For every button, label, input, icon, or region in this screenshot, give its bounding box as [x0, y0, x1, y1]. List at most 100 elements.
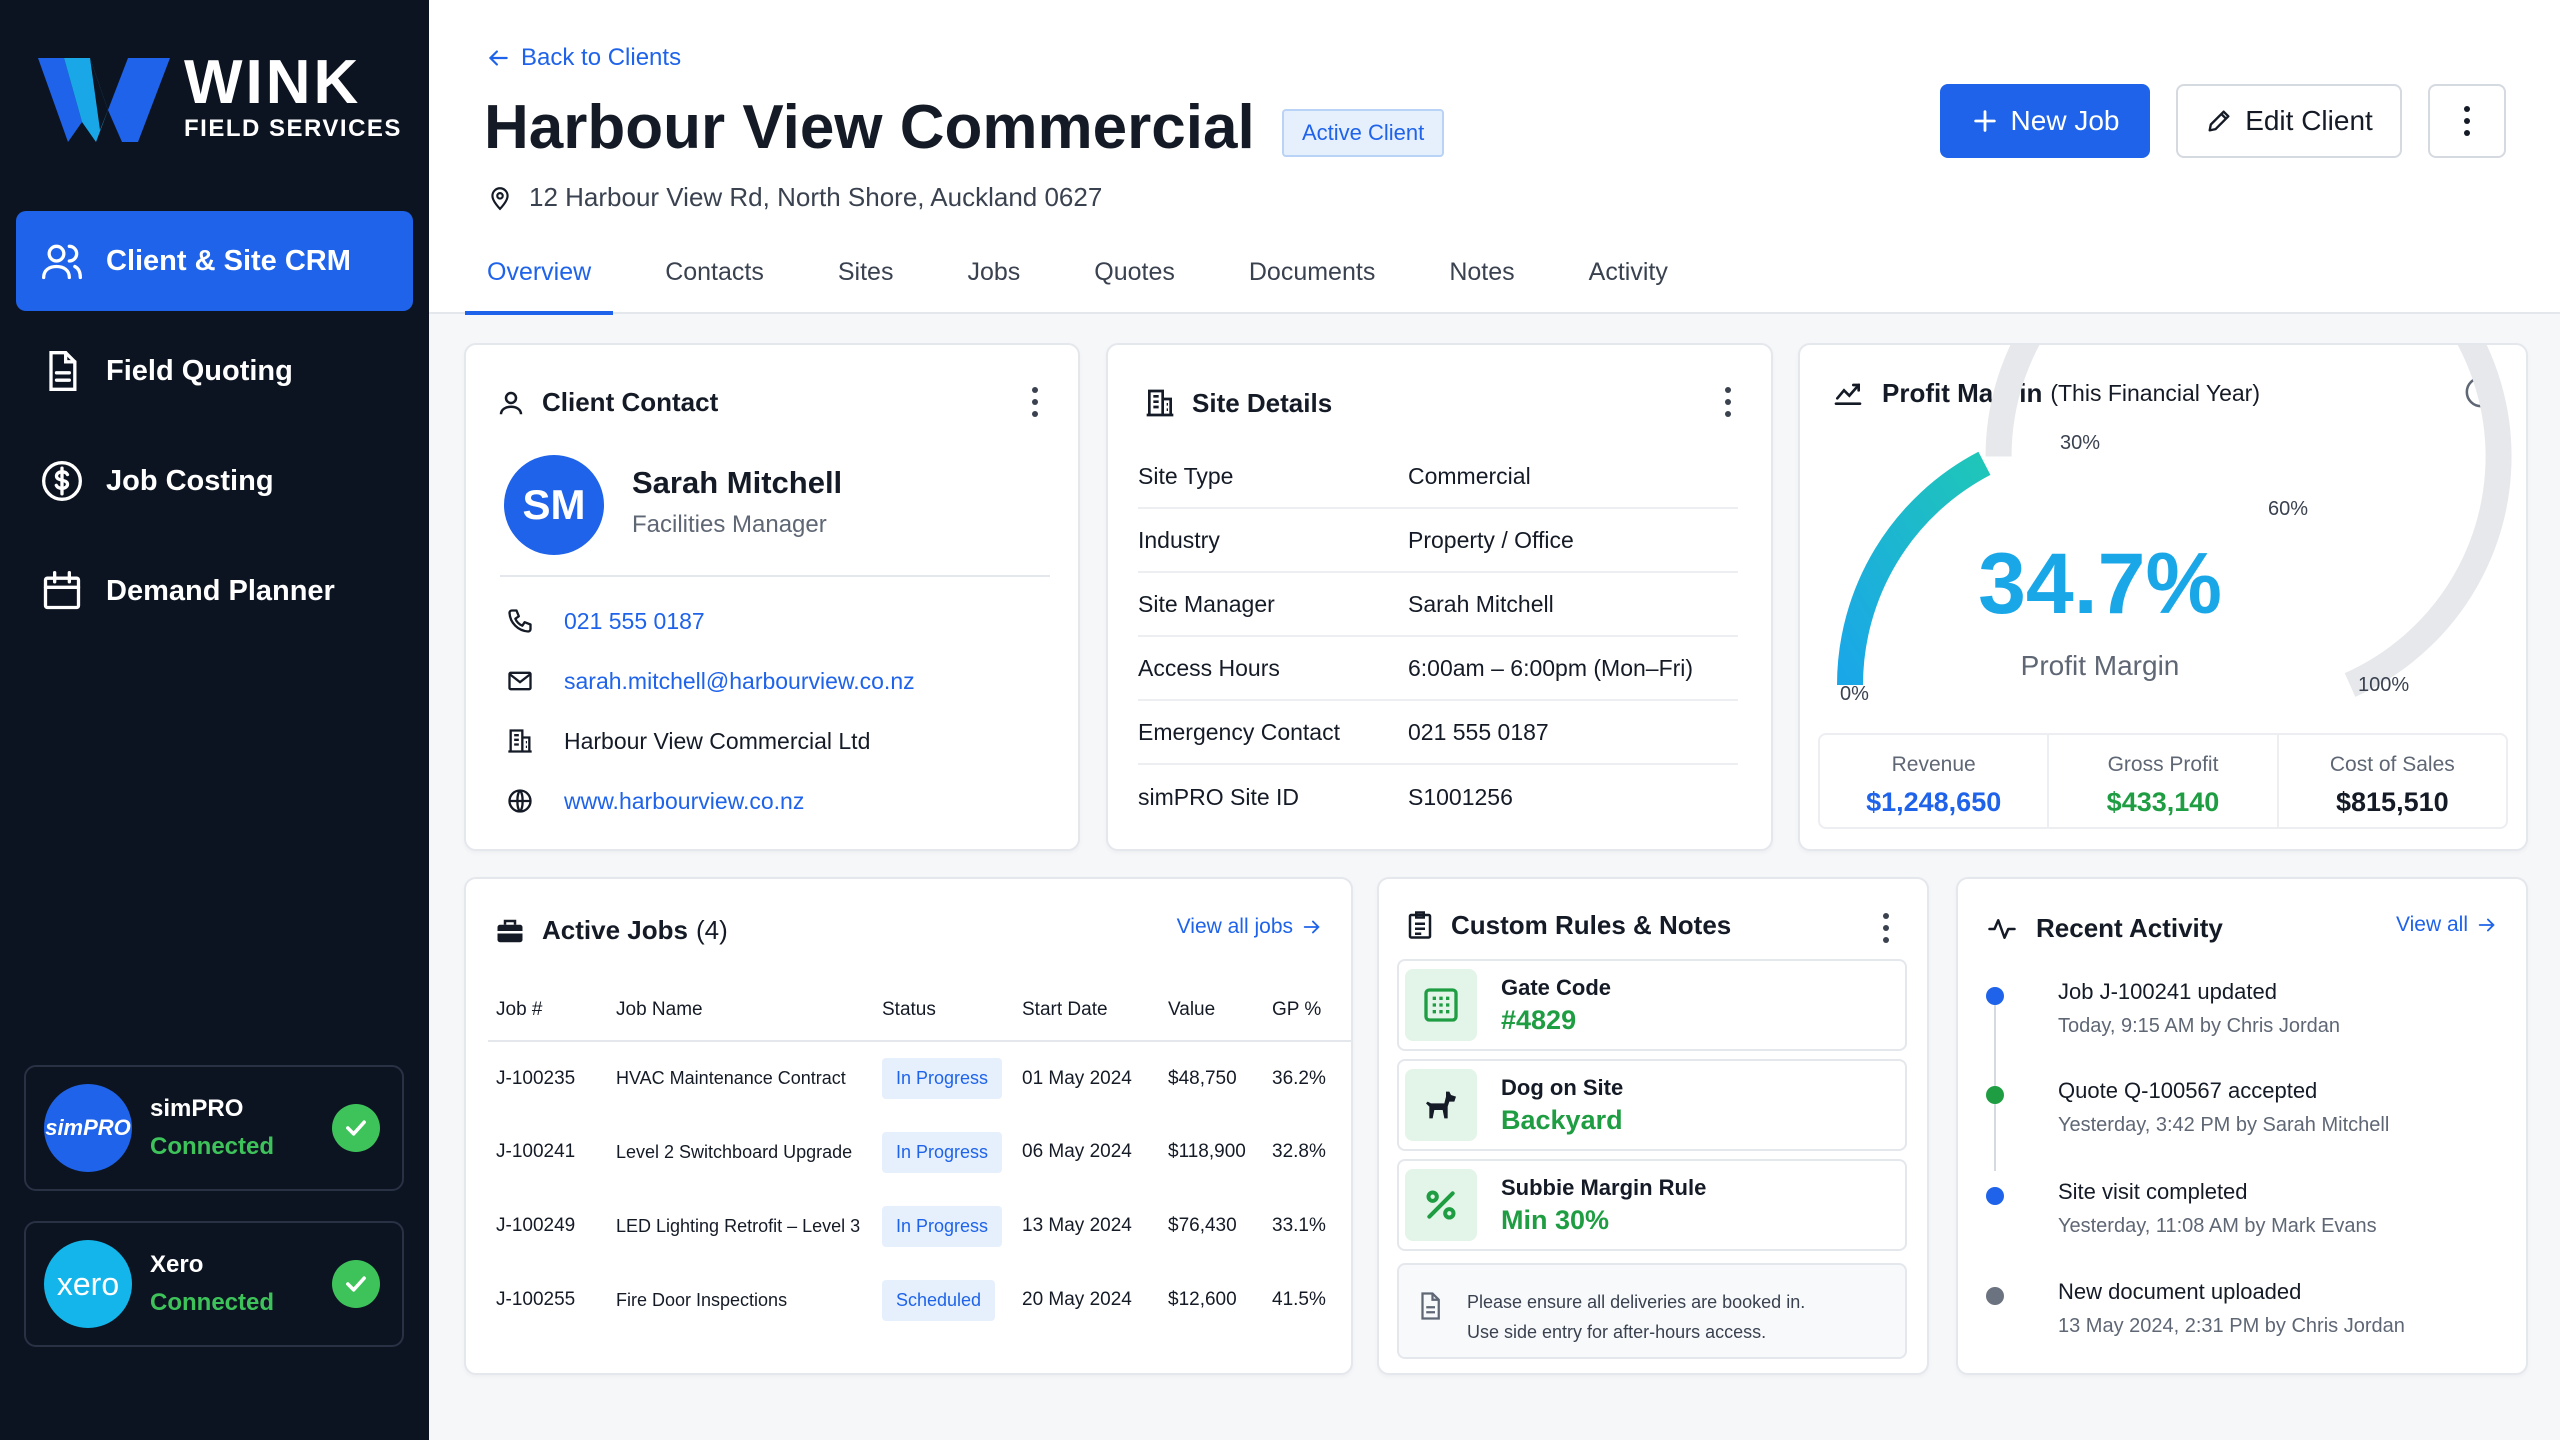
- new-job-button[interactable]: New Job: [1940, 84, 2150, 158]
- card-title: Recent Activity: [1984, 913, 2223, 944]
- gauge-tick-30: 30%: [2060, 432, 2100, 454]
- card-menu-button[interactable]: [1032, 387, 1040, 423]
- edit-client-button[interactable]: Edit Client: [2176, 84, 2402, 158]
- tab-overview[interactable]: Overview: [465, 240, 614, 315]
- integration-xero[interactable]: xero Xero Connected: [24, 1221, 404, 1347]
- new-job-label: New Job: [2010, 105, 2120, 136]
- sidebar-item-demand-planner[interactable]: Demand Planner: [16, 541, 413, 641]
- gauge-value: 34.7%: [1978, 536, 2222, 632]
- contact-role: Facilities Manager: [632, 511, 827, 538]
- card-title: Custom Rules & Notes: [1405, 909, 1731, 941]
- address-text: 12 Harbour View Rd, North Shore, Aucklan…: [529, 182, 1103, 212]
- table-row[interactable]: J-100255 Fire Door Inspections Scheduled…: [488, 1263, 1352, 1337]
- integration-status: Connected: [150, 1133, 275, 1160]
- contact-phone-row: 021 555 0187: [506, 607, 705, 635]
- more-options-button[interactable]: [2428, 84, 2506, 158]
- tab-sites[interactable]: Sites: [837, 258, 894, 286]
- document-icon: [49, 351, 77, 391]
- xero-logo: xero: [44, 1240, 132, 1328]
- sidebar-item-field-quoting[interactable]: Field Quoting: [16, 321, 413, 421]
- status-badge: Scheduled: [882, 1279, 996, 1321]
- status-badge: Active Client: [1282, 109, 1445, 157]
- rule-label: Gate Code: [1501, 974, 1612, 1000]
- job-name: HVAC Maintenance Contract: [616, 1068, 846, 1088]
- building-icon: [508, 729, 532, 753]
- profit-stats: Revenue $1,248,650 Gross Profit $433,140…: [1818, 733, 2508, 829]
- page-header: Back to Clients Harbour View Commercial …: [429, 0, 2560, 315]
- page-title: Harbour View Commercial: [484, 93, 1255, 162]
- dog-icon: [1405, 1069, 1477, 1141]
- brand-logo[interactable]: WINK FIELD SERVICES: [38, 50, 402, 146]
- card-title: Client Contact: [496, 387, 718, 418]
- tab-quotes[interactable]: Quotes: [1094, 258, 1175, 286]
- clipboard-icon: [1408, 911, 1432, 939]
- activity-title: Quote Q-100567 accepted: [2058, 1078, 2318, 1103]
- contact-email[interactable]: sarah.mitchell@harbourview.co.nz: [564, 667, 915, 694]
- view-all-jobs-link[interactable]: View all jobs: [1177, 915, 1323, 939]
- contact-website-row: www.harbourview.co.nz: [506, 787, 804, 815]
- custom-rules-card: Custom Rules & Notes Gate Code #4829 Dog…: [1377, 877, 1929, 1375]
- tab-documents[interactable]: Documents: [1248, 258, 1376, 286]
- table-row[interactable]: J-100249 LED Lighting Retrofit – Level 3…: [488, 1189, 1352, 1263]
- view-all-activity-link[interactable]: View all: [2396, 913, 2498, 937]
- integration-simpro[interactable]: simPRO simPRO Connected: [24, 1065, 404, 1191]
- contact-company-row: Harbour View Commercial Ltd: [506, 727, 870, 755]
- table-row[interactable]: J-100241 Level 2 Switchboard Upgrade In …: [488, 1115, 1352, 1189]
- rule-label: Dog on Site: [1501, 1074, 1624, 1100]
- table-header-row: Job # Job Name Status Start Date Value G…: [488, 979, 1352, 1042]
- timeline-dot: [1986, 987, 2004, 1005]
- contact-company: Harbour View Commercial Ltd: [564, 727, 871, 754]
- contact-website[interactable]: www.harbourview.co.nz: [564, 787, 805, 814]
- back-label: Back to Clients: [521, 44, 682, 71]
- status-badge: In Progress: [882, 1205, 1003, 1247]
- site-row-simpro-site-id: simPRO Site ID S1001256: [1138, 783, 1513, 810]
- card-title: Active Jobs (4): [494, 915, 728, 946]
- percent-icon: [1405, 1169, 1477, 1241]
- gauge-tick-60: 60%: [2268, 498, 2308, 520]
- user-icon: [499, 391, 523, 414]
- back-to-clients-link[interactable]: Back to Clients: [485, 44, 681, 72]
- timeline-line: [1994, 993, 1996, 1171]
- column-header: Status: [874, 979, 1014, 1042]
- building-icon: [1146, 389, 1174, 417]
- site-row-emergency-contact: Emergency Contact 021 555 0187: [1138, 701, 1738, 765]
- job-number-link[interactable]: J-100255: [496, 1289, 576, 1310]
- site-note: Please ensure all deliveries are booked …: [1397, 1263, 1907, 1359]
- sidebar-item-job-costing[interactable]: Job Costing: [16, 431, 413, 531]
- gauge-label: Profit Margin: [2021, 650, 2180, 681]
- job-name: Fire Door Inspections: [616, 1289, 788, 1310]
- job-number-link[interactable]: J-100241: [496, 1141, 576, 1162]
- contact-phone[interactable]: 021 555 0187: [564, 607, 705, 634]
- column-header: GP %: [1264, 979, 1352, 1042]
- sidebar-item-client-site-crm[interactable]: Client & Site CRM: [16, 211, 413, 311]
- main-content: Back to Clients Harbour View Commercial …: [429, 0, 2560, 1440]
- tab-notes[interactable]: Notes: [1449, 258, 1515, 286]
- phone-icon: [508, 609, 532, 633]
- sidebar-item-label: Job Costing: [106, 464, 274, 497]
- gauge-fill: [1837, 451, 1991, 686]
- rule-value: Min 30%: [1501, 1204, 1610, 1235]
- tab-activity[interactable]: Activity: [1588, 258, 1668, 286]
- job-number-link[interactable]: J-100235: [496, 1067, 576, 1089]
- card-menu-button[interactable]: [1725, 387, 1733, 423]
- site-row-site-type: Site Type Commercial: [1138, 445, 1738, 509]
- job-number-link[interactable]: J-100249: [496, 1215, 576, 1236]
- status-badge: In Progress: [882, 1058, 1003, 1099]
- start-date: 20 May 2024: [1022, 1289, 1132, 1310]
- sidebar-nav: Client & Site CRM Field Quoting Job Cost…: [16, 211, 413, 651]
- timeline-dot: [1986, 1187, 2004, 1205]
- card-menu-button[interactable]: [1883, 913, 1891, 949]
- gp-percent: 33.1%: [1272, 1215, 1326, 1236]
- job-value: $48,750: [1168, 1067, 1237, 1089]
- arrow-right-icon: [2478, 918, 2495, 932]
- activity-meta: 13 May 2024, 2:31 PM by Chris Jordan: [2058, 1315, 2405, 1337]
- rule-value: #4829: [1501, 1004, 1577, 1035]
- tab-contacts[interactable]: Contacts: [665, 258, 764, 286]
- column-header: Job #: [488, 979, 608, 1042]
- table-row[interactable]: J-100235 HVAC Maintenance Contract In Pr…: [488, 1041, 1352, 1115]
- tab-jobs[interactable]: Jobs: [967, 258, 1021, 286]
- job-name: LED Lighting Retrofit – Level 3: [616, 1215, 861, 1236]
- map-pin-icon: [491, 186, 509, 210]
- column-header: Value: [1160, 979, 1264, 1042]
- note-line: Use side entry for after-hours access.: [1467, 1322, 1767, 1342]
